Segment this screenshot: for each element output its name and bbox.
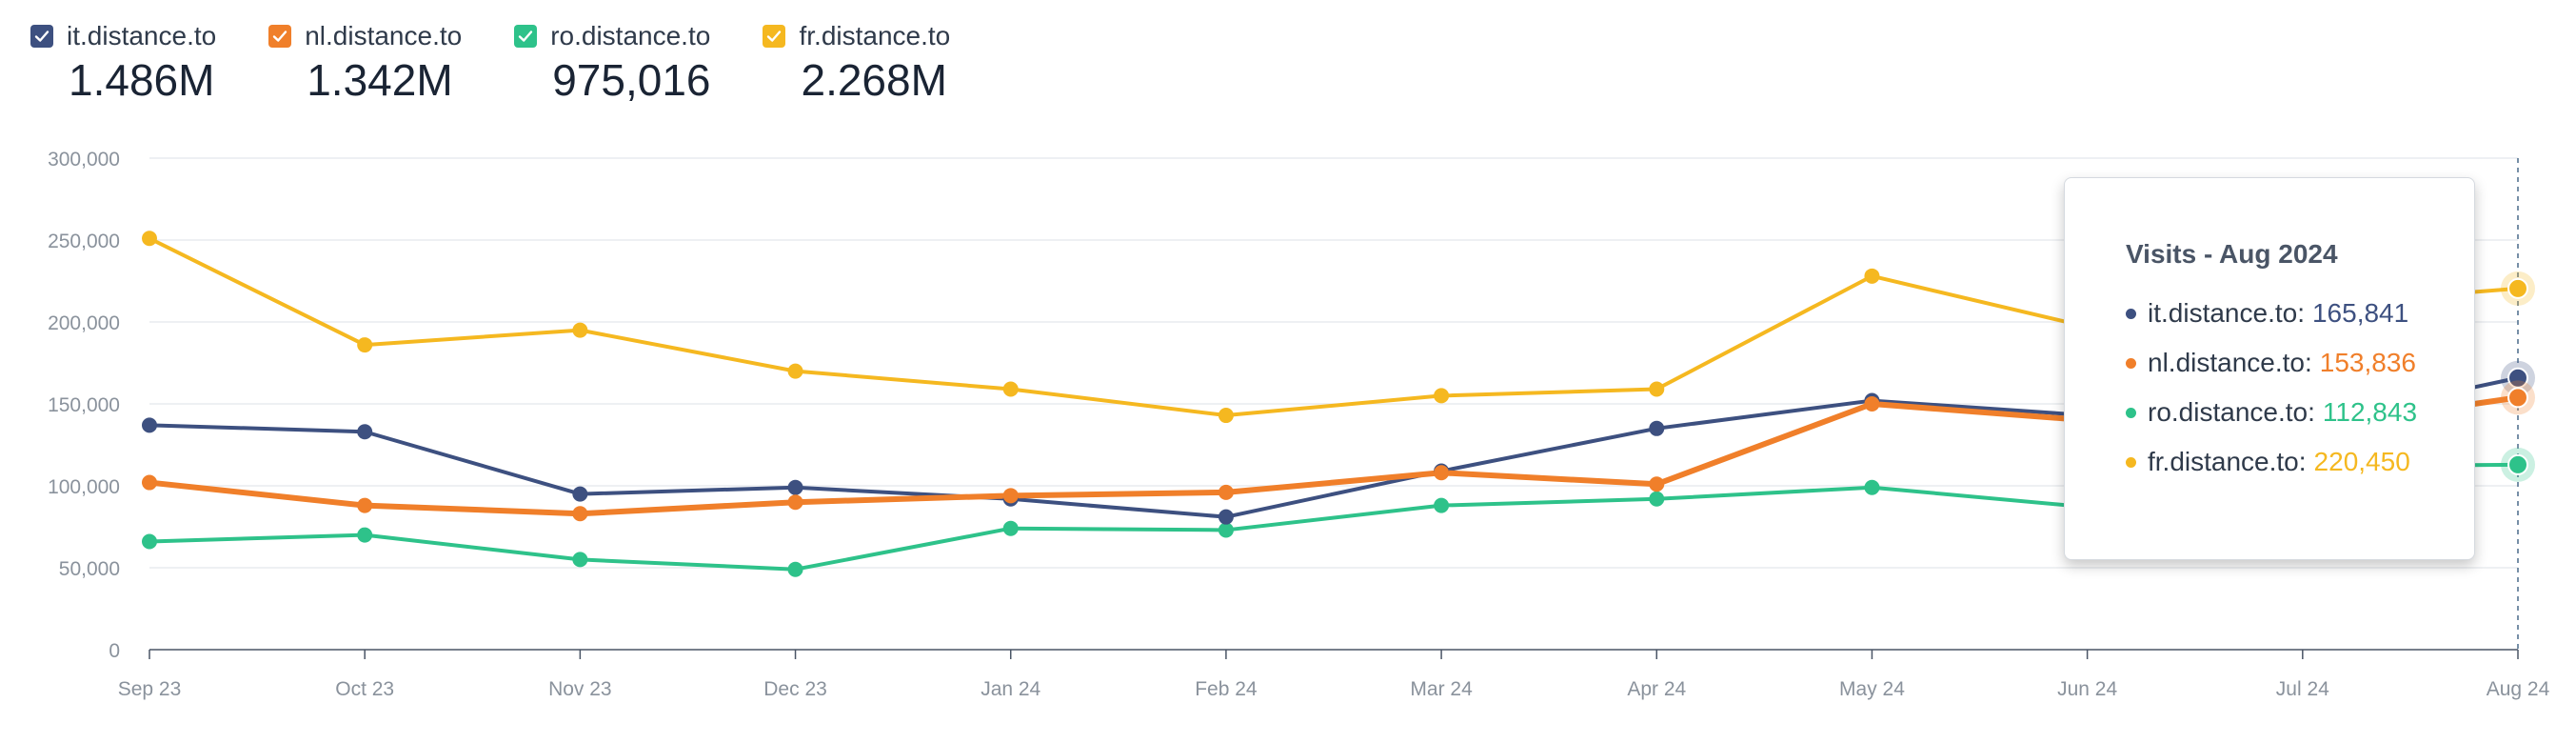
- series-dot-icon: [2126, 407, 2136, 418]
- x-tick-label: Oct 23: [335, 678, 394, 700]
- data-point: [1002, 381, 1019, 397]
- data-point: [142, 417, 157, 433]
- y-tick-label: 200,000: [48, 312, 120, 334]
- data-point: [1864, 268, 1880, 284]
- tooltip-value: 153,836: [2319, 348, 2416, 377]
- chart-tooltip: Visits - Aug 2024 it.distance.to: 165,84…: [2064, 177, 2475, 560]
- data-point: [572, 486, 588, 502]
- data-point: [1649, 381, 1665, 397]
- tooltip-label: nl.distance.to:: [2148, 348, 2312, 377]
- data-point: [1002, 520, 1019, 536]
- x-tick-label: Jan 24: [981, 678, 1040, 700]
- data-point: [787, 363, 803, 379]
- data-point: [787, 494, 803, 511]
- legend-name: nl.distance.to: [305, 21, 463, 50]
- checkbox-checked-icon[interactable]: [30, 25, 53, 48]
- data-point: [572, 322, 588, 338]
- data-point: [357, 337, 373, 353]
- series-dot-icon: [2126, 308, 2136, 319]
- data-point: [357, 527, 373, 543]
- x-tick-label: Mar 24: [1410, 678, 1473, 700]
- legend-name: ro.distance.to: [550, 21, 711, 50]
- y-tick-label: 250,000: [48, 231, 120, 252]
- checkbox-checked-icon[interactable]: [268, 25, 292, 48]
- y-tick-label: 300,000: [48, 149, 120, 171]
- tooltip-label: fr.distance.to:: [2148, 447, 2307, 476]
- tooltip-row-nl: nl.distance.to: 153,836: [2126, 338, 2474, 388]
- data-point: [1434, 465, 1450, 481]
- data-point-active: [2507, 277, 2528, 299]
- tooltip-row-fr: fr.distance.to: 220,450: [2126, 437, 2474, 487]
- x-tick-label: Apr 24: [1627, 678, 1686, 700]
- x-tick-label: Jul 24: [2276, 678, 2329, 700]
- data-point-active: [2507, 453, 2528, 475]
- data-point: [1434, 388, 1450, 404]
- checkbox-checked-icon[interactable]: [763, 25, 786, 48]
- x-tick-label: May 24: [1839, 678, 1905, 700]
- data-point: [142, 474, 157, 491]
- data-point: [1434, 497, 1450, 513]
- tooltip-label: it.distance.to:: [2148, 298, 2305, 328]
- x-tick-label: Sep 23: [118, 678, 182, 700]
- series-dot-icon: [2126, 357, 2136, 369]
- legend-item-fr[interactable]: fr.distance.to 2.268M: [763, 17, 950, 105]
- x-tick-label: Dec 23: [763, 678, 827, 700]
- y-tick-label: 0: [109, 640, 120, 662]
- y-tick-label: 50,000: [59, 558, 120, 580]
- legend-total: 2.268M: [801, 55, 947, 105]
- tooltip-value: 165,841: [2311, 298, 2409, 328]
- tooltip-value: 112,843: [2322, 397, 2418, 427]
- x-tick-label: Jun 24: [2057, 678, 2117, 700]
- tooltip-title: Visits - Aug 2024: [2126, 239, 2338, 269]
- legend-item-nl[interactable]: nl.distance.to 1.342M: [268, 17, 462, 105]
- data-point: [1864, 396, 1880, 412]
- data-point: [1649, 420, 1665, 436]
- tooltip-row-it: it.distance.to: 165,841: [2126, 289, 2474, 338]
- data-point: [1218, 408, 1234, 424]
- data-point: [1649, 491, 1665, 507]
- data-point: [1218, 484, 1234, 500]
- data-point: [1649, 476, 1665, 492]
- data-point: [787, 561, 803, 577]
- data-point: [357, 497, 373, 513]
- x-tick-label: Aug 24: [2487, 678, 2550, 700]
- legend-total: 975,016: [552, 55, 711, 105]
- y-tick-label: 100,000: [48, 476, 120, 498]
- legend-total: 1.342M: [307, 55, 453, 105]
- legend-name: fr.distance.to: [799, 21, 951, 50]
- series-dot-icon: [2126, 456, 2136, 468]
- data-point: [787, 479, 803, 495]
- legend: it.distance.to 1.486M nl.distance.to 1.3…: [30, 17, 1002, 105]
- legend-item-ro[interactable]: ro.distance.to 975,016: [514, 17, 710, 105]
- legend-total: 1.486M: [69, 55, 215, 105]
- x-tick-label: Nov 23: [548, 678, 612, 700]
- legend-item-it[interactable]: it.distance.to 1.486M: [30, 17, 216, 105]
- legend-name: it.distance.to: [67, 21, 217, 50]
- x-tick-label: Feb 24: [1195, 678, 1258, 700]
- tooltip-row-ro: ro.distance.to: 112,843: [2126, 388, 2474, 437]
- tooltip-label: ro.distance.to:: [2148, 397, 2315, 427]
- checkbox-checked-icon[interactable]: [514, 25, 538, 48]
- data-point: [1864, 479, 1880, 495]
- data-point: [572, 506, 588, 522]
- data-point-active: [2507, 387, 2528, 409]
- data-point: [1218, 509, 1234, 525]
- data-point: [142, 533, 157, 550]
- y-tick-label: 150,000: [48, 394, 120, 416]
- data-point: [1002, 488, 1019, 504]
- data-point: [572, 552, 588, 568]
- data-point: [357, 424, 373, 440]
- tooltip-value: 220,450: [2313, 447, 2410, 476]
- data-point: [1218, 522, 1234, 538]
- data-point: [142, 231, 157, 247]
